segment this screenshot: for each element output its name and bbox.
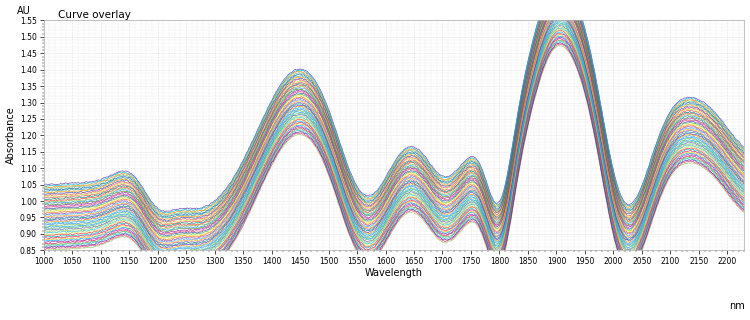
Text: nm: nm bbox=[729, 301, 745, 311]
Y-axis label: Absorbance: Absorbance bbox=[5, 107, 16, 164]
X-axis label: Wavelength: Wavelength bbox=[365, 268, 423, 277]
Text: AU: AU bbox=[17, 6, 31, 16]
Text: Curve overlay: Curve overlay bbox=[58, 10, 130, 20]
